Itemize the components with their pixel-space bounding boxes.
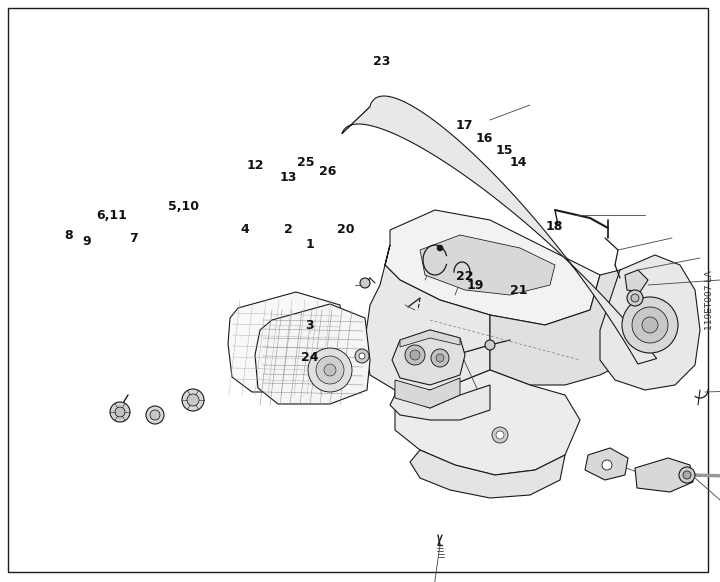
Text: 9: 9 [82,235,91,248]
Polygon shape [228,292,345,392]
Polygon shape [342,96,657,364]
Circle shape [431,349,449,367]
Circle shape [150,410,160,420]
Circle shape [182,389,204,411]
Polygon shape [365,245,490,390]
Polygon shape [385,210,600,325]
Text: 12: 12 [247,159,264,172]
Circle shape [683,471,691,479]
Circle shape [496,431,504,439]
Text: 4: 4 [240,223,249,236]
Circle shape [360,278,370,288]
Text: 3: 3 [305,320,314,332]
Circle shape [631,294,639,302]
Text: 5,10: 5,10 [168,200,199,213]
Text: 14: 14 [510,157,527,169]
Text: 7: 7 [129,232,138,245]
Text: 8: 8 [64,229,73,242]
Polygon shape [490,270,650,385]
Circle shape [115,407,125,417]
Circle shape [436,354,444,362]
Polygon shape [410,450,565,498]
Circle shape [308,348,352,392]
Circle shape [316,356,344,384]
Text: 13: 13 [279,171,297,184]
Text: 17: 17 [456,119,473,132]
Polygon shape [635,458,693,492]
Circle shape [485,340,495,350]
Text: 24: 24 [301,352,318,364]
Text: 25: 25 [297,157,315,169]
Polygon shape [400,330,460,347]
Polygon shape [420,235,555,295]
Circle shape [359,353,365,359]
Text: 119ET007 LA: 119ET007 LA [706,270,714,330]
Polygon shape [625,270,648,292]
Text: 1: 1 [305,238,314,251]
Circle shape [627,290,643,306]
Polygon shape [390,385,490,420]
Circle shape [492,427,508,443]
Circle shape [642,317,658,333]
Text: 20: 20 [337,223,354,236]
Text: 15: 15 [495,144,513,157]
Circle shape [622,297,678,353]
Text: 19: 19 [467,279,484,292]
Circle shape [405,345,425,365]
Circle shape [146,406,164,424]
Circle shape [324,364,336,376]
Circle shape [602,460,612,470]
Text: 21: 21 [510,285,527,297]
Polygon shape [392,330,465,385]
Text: 26: 26 [319,165,336,178]
Polygon shape [395,370,580,475]
Circle shape [632,307,668,343]
Polygon shape [600,255,700,390]
Text: 16: 16 [475,132,492,145]
Circle shape [437,245,443,251]
Polygon shape [395,378,460,408]
Polygon shape [255,304,370,404]
Text: 18: 18 [546,221,563,233]
Circle shape [679,467,695,483]
Circle shape [187,394,199,406]
Circle shape [410,350,420,360]
Text: 2: 2 [284,223,292,236]
Text: 6,11: 6,11 [96,209,127,222]
Circle shape [355,349,369,363]
Text: 23: 23 [373,55,390,68]
Circle shape [110,402,130,422]
Polygon shape [585,448,628,480]
Text: 22: 22 [456,270,473,283]
